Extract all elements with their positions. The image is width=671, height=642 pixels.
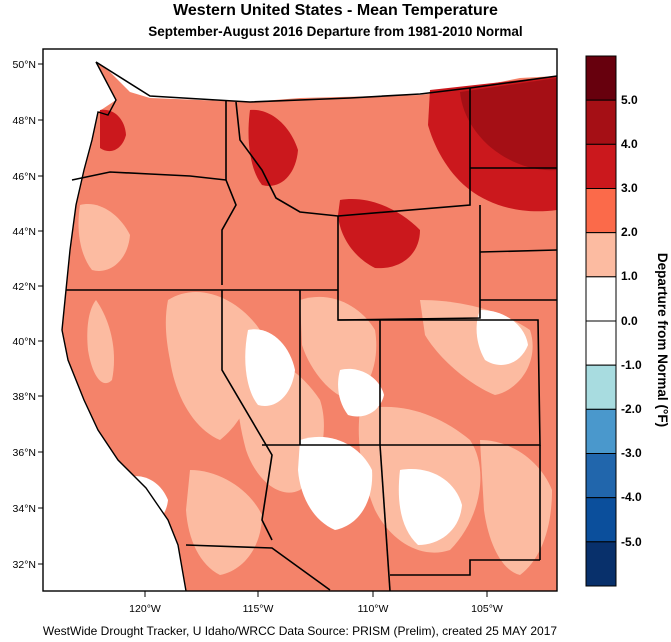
colorbar-tick-label: -3.0 xyxy=(621,446,642,460)
colorbar-tick-label: 3.0 xyxy=(621,181,638,195)
colorbar-tick-label: 2.0 xyxy=(621,225,638,239)
colorbar-tick-label: -5.0 xyxy=(621,535,642,549)
colorbar-segment xyxy=(585,276,617,322)
colorbar-segment xyxy=(585,453,617,499)
near-normal-patches xyxy=(119,310,528,545)
lat-label: 46°N xyxy=(13,171,36,183)
colorbar-tick-label: -1.0 xyxy=(621,358,642,372)
latitude-axis xyxy=(38,63,43,565)
colorbar xyxy=(585,55,617,587)
map-frame xyxy=(42,48,558,592)
lat-label: 32°N xyxy=(13,559,36,571)
colorbar-segment xyxy=(585,541,617,587)
colorbar-segment xyxy=(585,232,617,278)
colorbar-tick-label: 0.0 xyxy=(621,314,638,328)
colorbar-tick-label: 4.0 xyxy=(621,137,638,151)
lat-label: 44°N xyxy=(13,226,36,238)
colorbar-tick-label: 5.0 xyxy=(621,93,638,107)
map-subtitle: September-August 2016 Departure from 198… xyxy=(148,24,523,39)
lat-label: 34°N xyxy=(13,503,36,515)
colorbar-labels: 5.0 4.0 3.0 2.0 1.0 0.0 -1.0 -2.0 -3.0 -… xyxy=(621,93,642,549)
lat-label: 36°N xyxy=(13,447,36,459)
lat-label: 38°N xyxy=(13,391,36,403)
lat-label: 48°N xyxy=(13,115,36,127)
colorbar-segment xyxy=(585,320,617,366)
lon-label: 110°W xyxy=(358,603,389,615)
colorbar-tick-label: 1.0 xyxy=(621,269,638,283)
warm-anomaly-patches xyxy=(100,76,557,269)
map-field xyxy=(62,62,557,591)
lon-label: 115°W xyxy=(243,603,274,615)
colorbar-segment xyxy=(585,408,617,455)
colorbar-tick-label: -2.0 xyxy=(621,402,642,416)
colorbar-segment xyxy=(585,497,617,543)
colorbar-segment xyxy=(585,364,617,410)
coastline xyxy=(61,61,187,591)
lat-label: 50°N xyxy=(13,59,36,71)
colorbar-segment xyxy=(585,55,617,101)
colorbar-tick-label: -4.0 xyxy=(621,490,642,504)
latitude-labels: 50°N 48°N 46°N 44°N 42°N 40°N 38°N 36°N … xyxy=(13,59,36,571)
lon-label: 120°W xyxy=(129,603,161,615)
state-boundaries xyxy=(66,61,557,591)
colorbar-segment xyxy=(585,188,617,234)
footer-credit: WestWide Drought Tracker, U Idaho/WRCC D… xyxy=(42,624,558,638)
colorbar-segment xyxy=(585,143,617,189)
longitude-labels: 120°W 115°W 110°W 105°W xyxy=(129,603,503,615)
longitude-axis xyxy=(144,591,488,597)
lon-label: 105°W xyxy=(471,603,503,615)
map-title: Western United States - Mean Temperature xyxy=(173,2,498,19)
colorbar-segment xyxy=(585,99,617,145)
lat-label: 40°N xyxy=(13,336,36,348)
lat-label: 42°N xyxy=(13,281,36,293)
colorbar-title: Departure from Normal (°F) xyxy=(655,253,670,427)
